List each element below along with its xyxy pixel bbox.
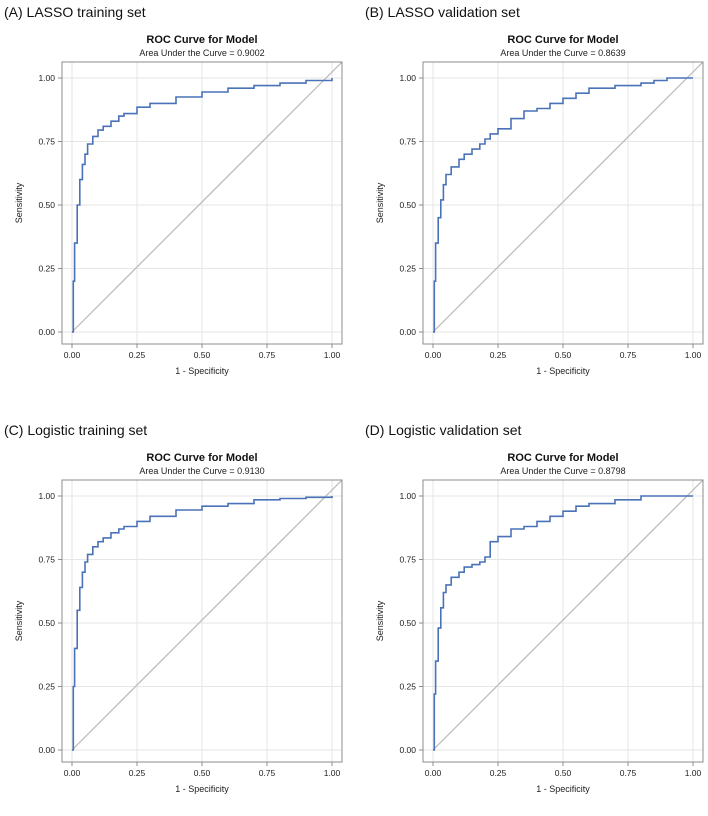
y-tick-label: 1.00 bbox=[399, 73, 416, 83]
y-axis-label: Sensitivity bbox=[14, 600, 24, 641]
y-tick-label: 0.50 bbox=[399, 618, 416, 628]
roc-curve-line bbox=[433, 495, 693, 751]
x-tick-label: 0.75 bbox=[620, 350, 637, 360]
y-tick-label: 0.25 bbox=[38, 682, 55, 692]
chart-title: ROC Curve for Model bbox=[146, 34, 257, 46]
reference-line bbox=[432, 61, 704, 333]
chart-title: ROC Curve for Model bbox=[507, 34, 618, 46]
y-tick-label: 0.25 bbox=[38, 264, 55, 274]
x-axis-label: 1 - Specificity bbox=[536, 366, 590, 376]
y-tick-label: 0.75 bbox=[38, 137, 55, 147]
roc-curve-line bbox=[433, 77, 693, 333]
y-tick-label: 1.00 bbox=[399, 491, 416, 501]
x-axis-label: 1 - Specificity bbox=[536, 784, 590, 794]
roc-chart-d: ROC Curve for Model Area Under the Curve … bbox=[375, 452, 704, 794]
panel-label: (B) LASSO validation set bbox=[365, 4, 520, 20]
x-tick-label: 0.00 bbox=[64, 350, 81, 360]
y-tick-label: 0.75 bbox=[38, 555, 55, 565]
y-tick-label: 0.50 bbox=[399, 200, 416, 210]
panel-a: (A) LASSO training set ROC Curve for Mod… bbox=[0, 0, 354, 398]
roc-chart-b: ROC Curve for Model Area Under the Curve … bbox=[375, 34, 704, 376]
y-tick-label: 0.00 bbox=[38, 327, 55, 337]
x-tick-label: 1.00 bbox=[324, 768, 341, 778]
roc-curve-line bbox=[72, 496, 333, 751]
y-tick-label: 0.50 bbox=[38, 618, 55, 628]
panel-c: (C) Logistic training set ROC Curve for … bbox=[0, 418, 354, 816]
x-tick-label: 0.50 bbox=[555, 768, 572, 778]
y-tick-label: 0.00 bbox=[399, 745, 416, 755]
y-tick-label: 0.75 bbox=[399, 555, 416, 565]
y-tick-label: 0.75 bbox=[399, 137, 416, 147]
x-tick-label: 1.00 bbox=[324, 350, 341, 360]
y-axis-label: Sensitivity bbox=[375, 182, 385, 223]
reference-line bbox=[71, 479, 343, 751]
chart-title: ROC Curve for Model bbox=[146, 452, 257, 464]
x-tick-label: 0.25 bbox=[129, 350, 146, 360]
x-tick-label: 0.50 bbox=[194, 768, 211, 778]
chart-title: ROC Curve for Model bbox=[507, 452, 618, 464]
y-axis-label: Sensitivity bbox=[375, 600, 385, 641]
chart-subtitle: Area Under the Curve = 0.8798 bbox=[500, 466, 625, 476]
chart-subtitle: Area Under the Curve = 0.8639 bbox=[500, 48, 625, 58]
x-tick-label: 0.25 bbox=[129, 768, 146, 778]
x-tick-label: 0.00 bbox=[425, 768, 442, 778]
x-tick-label: 1.00 bbox=[685, 350, 702, 360]
roc-chart-c: ROC Curve for Model Area Under the Curve … bbox=[14, 452, 343, 794]
x-tick-label: 0.75 bbox=[259, 768, 276, 778]
x-tick-label: 0.25 bbox=[490, 350, 507, 360]
panel-label: (C) Logistic training set bbox=[4, 422, 148, 438]
panel-b: (B) LASSO validation set ROC Curve for M… bbox=[361, 0, 708, 398]
x-tick-label: 0.75 bbox=[259, 350, 276, 360]
roc-chart-a: ROC Curve for Model Area Under the Curve … bbox=[14, 34, 343, 376]
y-tick-label: 0.00 bbox=[38, 745, 55, 755]
x-tick-label: 0.25 bbox=[490, 768, 507, 778]
x-axis-label: 1 - Specificity bbox=[175, 366, 229, 376]
x-tick-label: 0.50 bbox=[194, 350, 211, 360]
reference-line bbox=[432, 479, 704, 751]
y-tick-label: 0.50 bbox=[38, 200, 55, 210]
x-tick-label: 0.00 bbox=[64, 768, 81, 778]
x-tick-label: 0.50 bbox=[555, 350, 572, 360]
panel-label: (A) LASSO training set bbox=[4, 4, 146, 20]
panel-d: (D) Logistic validation set ROC Curve fo… bbox=[361, 418, 708, 816]
chart-subtitle: Area Under the Curve = 0.9002 bbox=[139, 48, 264, 58]
panel-label: (D) Logistic validation set bbox=[365, 422, 522, 438]
x-tick-label: 0.00 bbox=[425, 350, 442, 360]
x-tick-label: 0.75 bbox=[620, 768, 637, 778]
x-tick-label: 1.00 bbox=[685, 768, 702, 778]
roc-curve-line bbox=[72, 78, 333, 333]
y-tick-label: 1.00 bbox=[38, 73, 55, 83]
y-tick-label: 0.25 bbox=[399, 682, 416, 692]
chart-subtitle: Area Under the Curve = 0.9130 bbox=[139, 466, 264, 476]
y-tick-label: 0.00 bbox=[399, 327, 416, 337]
x-axis-label: 1 - Specificity bbox=[175, 784, 229, 794]
y-tick-label: 1.00 bbox=[38, 491, 55, 501]
y-tick-label: 0.25 bbox=[399, 264, 416, 274]
y-axis-label: Sensitivity bbox=[14, 182, 24, 223]
reference-line bbox=[71, 61, 343, 333]
